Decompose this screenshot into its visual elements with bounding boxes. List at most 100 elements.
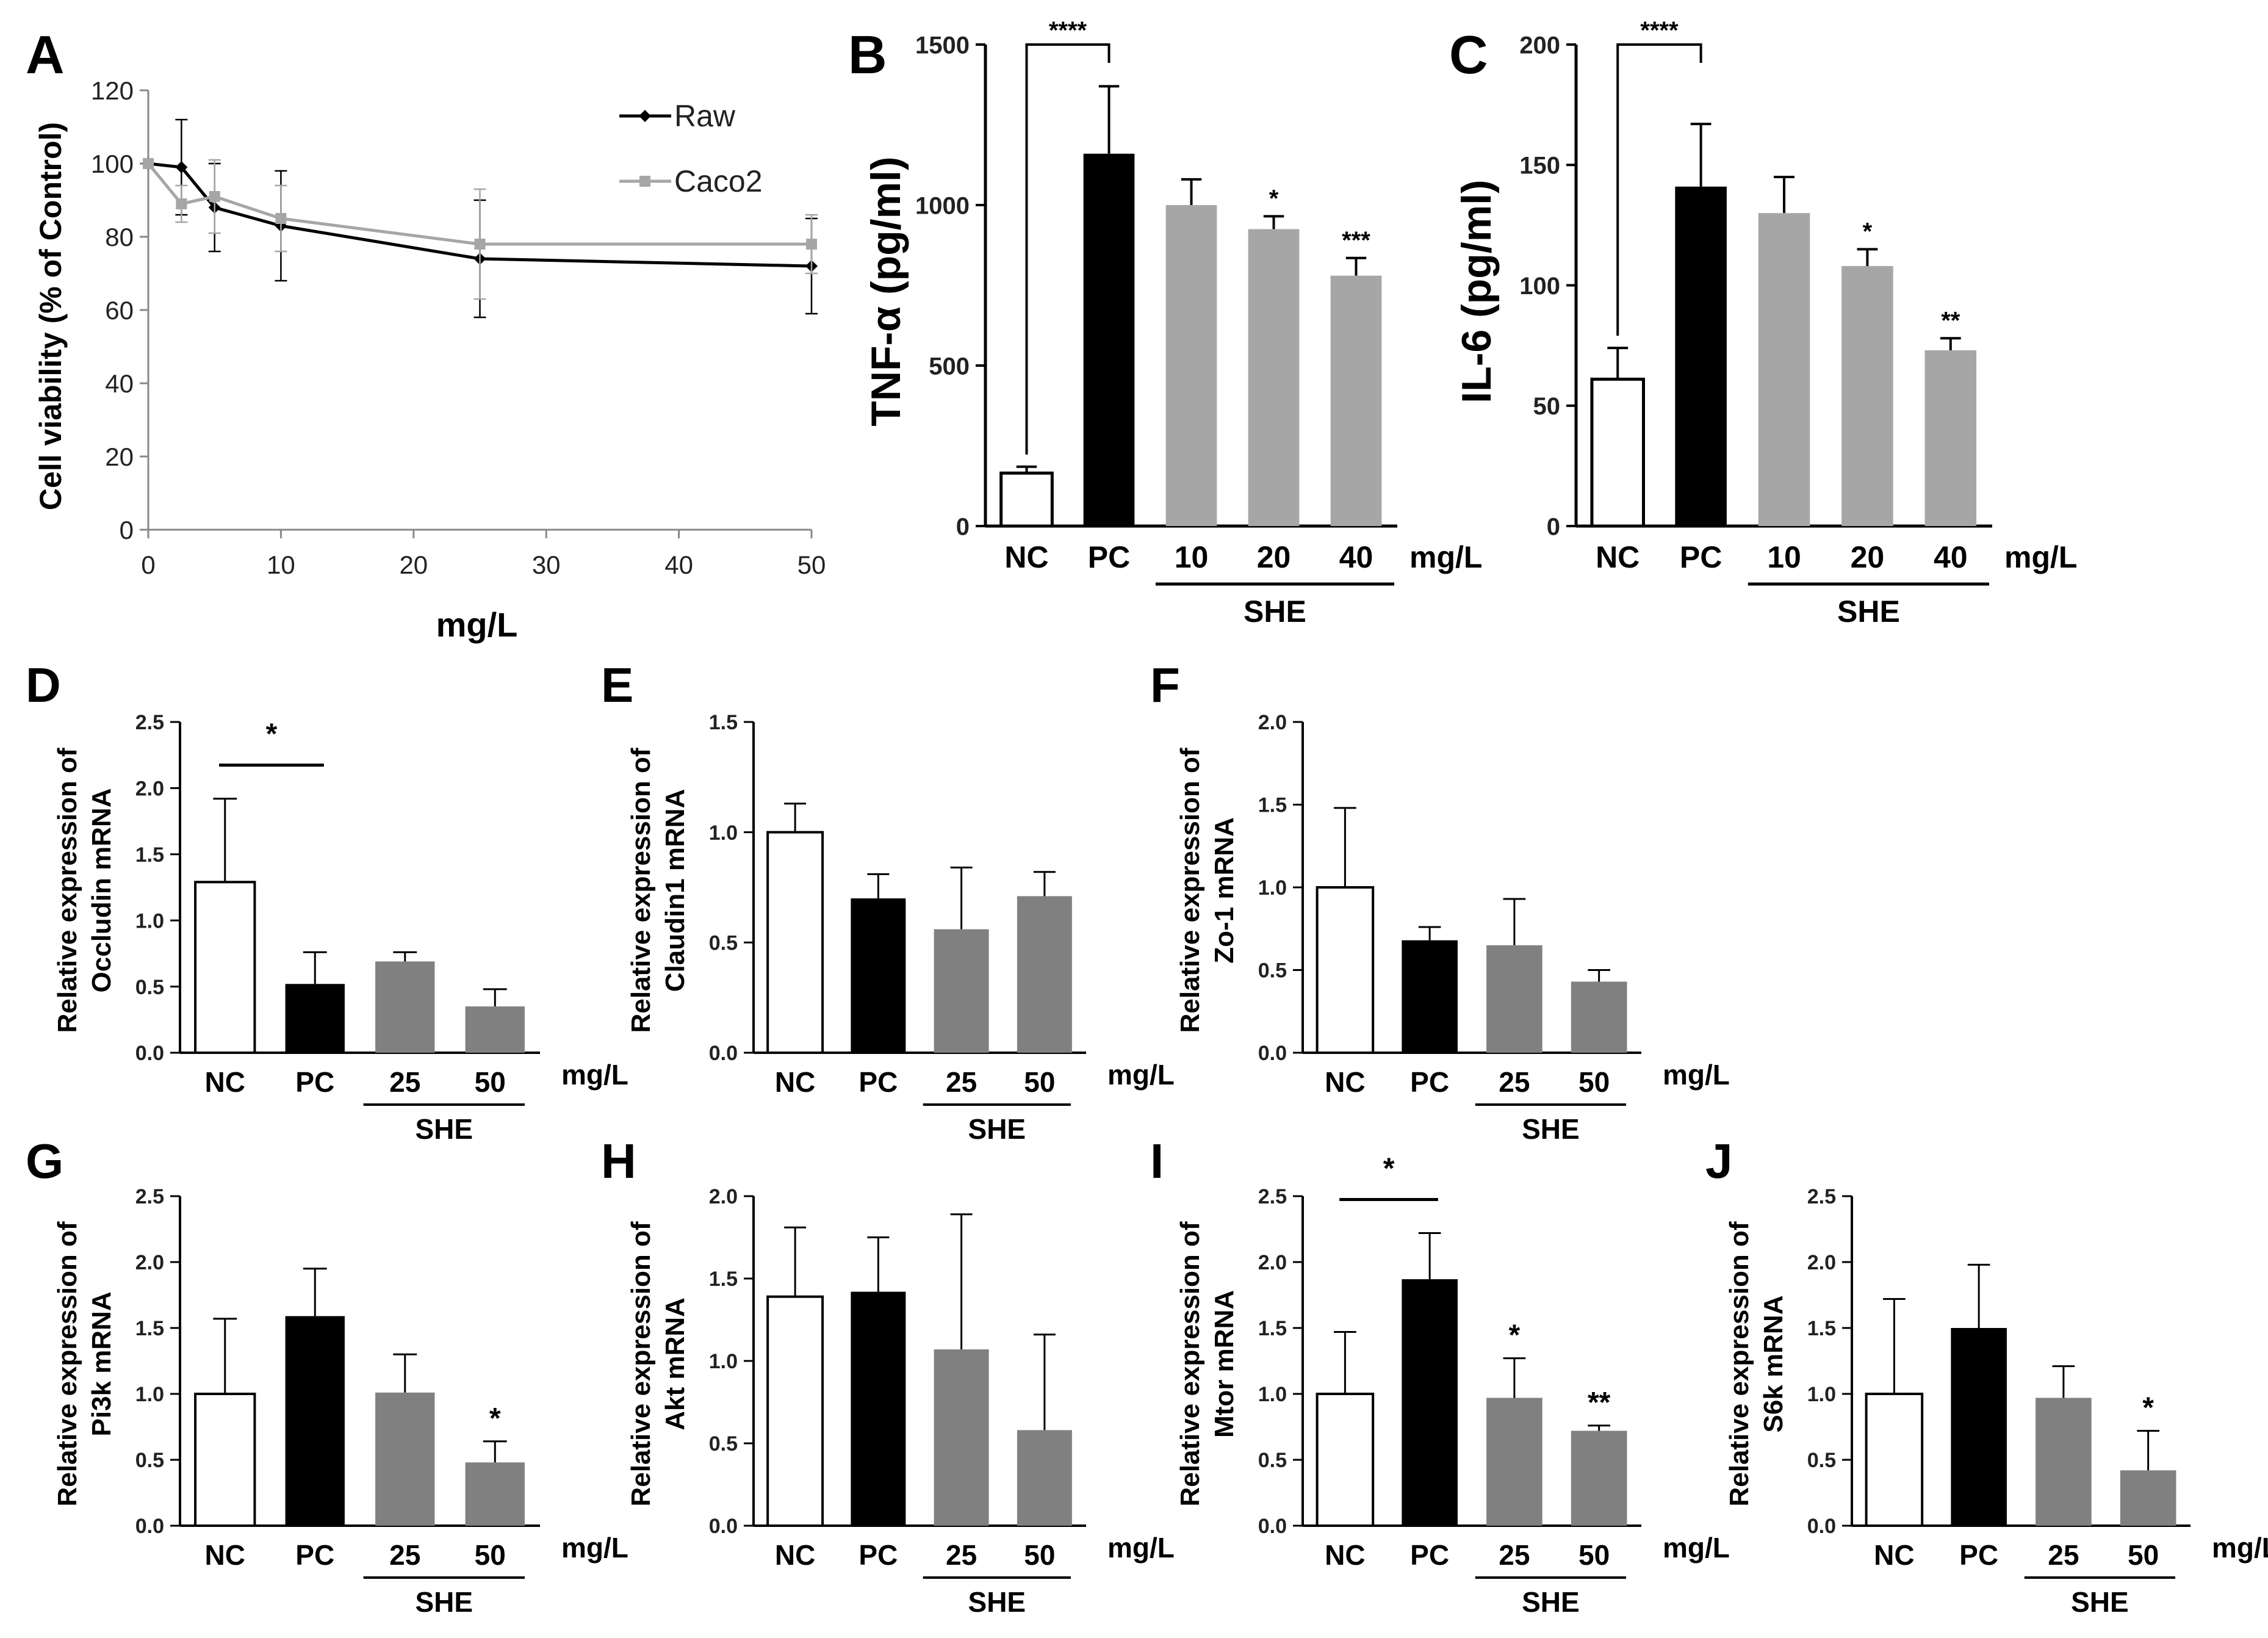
panel-e: E 0.0 0.5 1.0 1.5 NC PC 25 50 mg/L SHE Relative exp… <box>601 658 1175 1145</box>
x-category-label: 20 <box>1851 540 1885 574</box>
legend-label: Caco2 <box>674 164 763 198</box>
x-category-label: 10 <box>1767 540 1801 574</box>
series-line <box>147 162 812 246</box>
group-label: SHE <box>1244 594 1306 629</box>
unit-label: mg/L <box>561 1532 628 1564</box>
bar-pc <box>851 1291 906 1526</box>
y-axis-label: Relative expression of <box>1724 1221 1754 1506</box>
significance-marker: * <box>489 1402 501 1435</box>
y-tick-label: 1.5 <box>709 711 738 734</box>
series-line <box>148 162 812 268</box>
panel-f: F 0.0 0.5 1.0 1.5 2.0 NC PC 25 50 mg/L SHE Relative … <box>1150 658 1730 1145</box>
data-point <box>176 198 187 209</box>
y-tick-label: 2.0 <box>1807 1251 1836 1274</box>
legend-label: Raw <box>674 99 736 133</box>
y-tick-label: 0.5 <box>709 932 738 955</box>
significance-line-label: * <box>266 718 278 751</box>
x-category-label: 25 <box>2048 1539 2079 1571</box>
x-category-label: 50 <box>1579 1066 1610 1098</box>
x-category-label: 25 <box>1499 1539 1530 1571</box>
x-category-label: NC <box>205 1539 245 1571</box>
x-category-label: PC <box>859 1066 898 1098</box>
y-tick-label: 1.0 <box>135 1383 164 1406</box>
bar-50 <box>1571 981 1627 1053</box>
x-category-label: PC <box>295 1066 334 1098</box>
bar-nc <box>1316 1393 1375 1527</box>
bar-50 <box>465 1462 525 1526</box>
x-category-label: 50 <box>2128 1539 2159 1571</box>
y-tick-label: 2.5 <box>1807 1185 1836 1208</box>
legend-swatch-marker <box>639 176 650 187</box>
bar-25 <box>1486 1398 1543 1526</box>
bar-pc <box>285 1316 345 1526</box>
group-label: SHE <box>1522 1586 1580 1618</box>
significance-marker: * <box>2142 1391 2154 1424</box>
y-tick-label: 1.0 <box>1258 876 1287 900</box>
bar-25 <box>934 1349 989 1526</box>
y-tick-label: 50 <box>1533 393 1561 420</box>
bar-pc <box>1402 940 1458 1053</box>
panel-b: B 0 500 1000 1500 NC PC 10 20 * 40 *** mg/L SHE TNF-α … <box>848 17 1482 629</box>
bar-40 <box>1924 350 1977 526</box>
significance-line-label: * <box>1383 1152 1395 1185</box>
x-category-label: 40 <box>1339 540 1373 574</box>
y-tick-label: 1.5 <box>135 1317 164 1340</box>
y-tick-label: 1.0 <box>1258 1383 1287 1406</box>
bar-25 <box>375 961 435 1053</box>
y-tick-label: 80 <box>105 223 134 251</box>
y-axis-label: Zo-1 mRNA <box>1209 817 1239 964</box>
y-tick-label: 0.0 <box>709 1515 738 1538</box>
group-label: SHE <box>968 1586 1026 1618</box>
significance-bracket <box>1616 43 1702 336</box>
bar-50 <box>1017 896 1072 1053</box>
bar-pc <box>851 898 906 1053</box>
x-category-label: 20 <box>1257 540 1291 574</box>
bar-pc <box>285 984 345 1053</box>
significance-marker: * <box>1863 218 1873 245</box>
y-axis-label: Cell viability (% of Control) <box>34 122 68 510</box>
x-category-label: NC <box>1325 1539 1365 1571</box>
y-tick-label: 0.0 <box>135 1515 164 1538</box>
y-tick-label: 0.5 <box>135 1449 164 1472</box>
x-tick-label: 30 <box>532 550 561 579</box>
x-category-label: NC <box>775 1066 815 1098</box>
y-axis-label: Relative expression of <box>626 1221 656 1506</box>
significance-bracket-label: **** <box>1049 17 1087 44</box>
bar-nc <box>194 1393 256 1527</box>
y-tick-label: 200 <box>1519 32 1560 59</box>
x-category-label: 25 <box>946 1539 977 1571</box>
data-point <box>275 213 287 224</box>
bar-nc <box>999 471 1054 528</box>
data-point <box>474 239 486 250</box>
panel-letter-d: D <box>26 658 61 712</box>
x-tick-label: 40 <box>664 550 693 579</box>
x-tick-label: 10 <box>267 550 295 579</box>
panel-g: G 0.0 0.5 1.0 1.5 2.0 2.5 NC PC 25 50 * mg/L SHE Relat… <box>26 1134 628 1618</box>
y-axis-label: Relative expression of <box>52 1221 82 1506</box>
y-axis-label: Mtor mRNA <box>1209 1290 1239 1438</box>
y-tick-label: 40 <box>105 369 134 398</box>
y-tick-label: 1000 <box>915 192 970 219</box>
y-tick-label: 1.5 <box>709 1268 738 1291</box>
bar-50 <box>1017 1430 1072 1526</box>
significance-bracket <box>1025 43 1111 455</box>
y-axis-label: IL-6 (pg/ml) <box>1453 179 1500 403</box>
y-axis-label: Occludin mRNA <box>87 788 117 993</box>
significance-marker: ** <box>1588 1387 1611 1419</box>
unit-label: mg/L <box>561 1059 628 1091</box>
panel-letter-c: C <box>1449 24 1488 85</box>
bar-20 <box>1841 265 1893 526</box>
significance-marker: * <box>1269 185 1279 212</box>
y-tick-label: 2.0 <box>135 1251 164 1274</box>
bar-nc <box>1316 886 1375 1054</box>
unit-label: mg/L <box>1107 1059 1175 1091</box>
group-label: SHE <box>416 1586 473 1618</box>
x-tick-label: 20 <box>399 550 428 579</box>
y-axis-label: Akt mRNA <box>660 1297 690 1431</box>
y-tick-label: 120 <box>91 76 134 105</box>
x-category-label: NC <box>1004 540 1048 574</box>
y-tick-label: 60 <box>105 296 134 325</box>
y-axis-label: Relative expression of <box>1175 1221 1205 1506</box>
y-tick-label: 0 <box>956 513 970 540</box>
